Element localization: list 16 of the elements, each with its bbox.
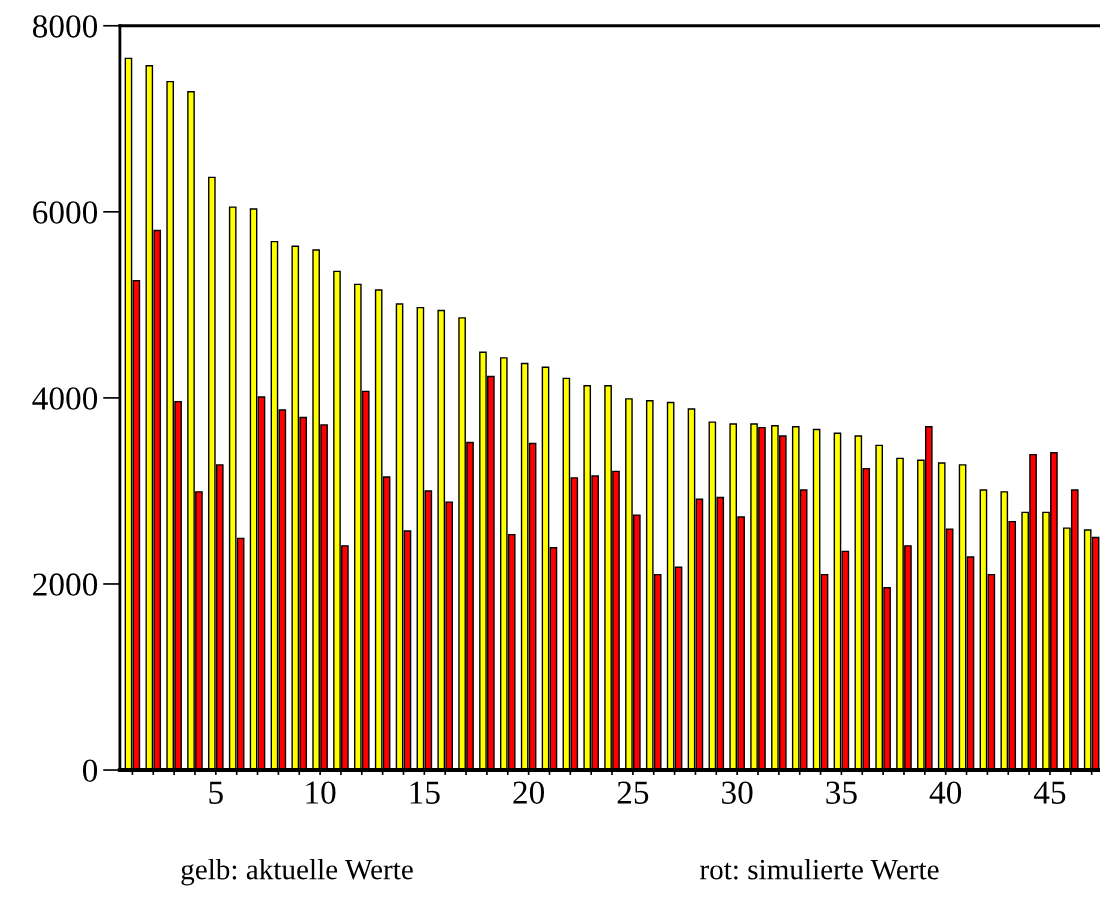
text: rot: simulierte Werte	[700, 858, 939, 880]
y-tick-label: 4000	[32, 387, 98, 410]
x-tick-label: 45	[1033, 781, 1066, 804]
text: gelb: aktuelle Werte	[181, 858, 413, 886]
x-tick-label: 15	[410, 781, 440, 804]
y-tick-label: 8000	[32, 15, 98, 38]
x-tick-label: 35	[826, 781, 857, 804]
x-tick-label: 5	[209, 781, 223, 804]
x-tick-label: 30	[722, 781, 753, 804]
x-tick-label: 25	[617, 781, 649, 804]
y-tick-label: 6000	[33, 201, 98, 224]
y-tick-label: 0	[82, 759, 98, 782]
y-tick-label: 2000	[33, 573, 98, 596]
x-tick-label: 20	[513, 781, 545, 804]
x-tick-label: 10	[306, 781, 336, 804]
x-tick-label: 40	[929, 781, 962, 804]
